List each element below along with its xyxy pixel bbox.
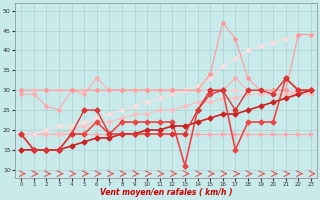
X-axis label: Vent moyen/en rafales ( km/h ): Vent moyen/en rafales ( km/h ) bbox=[100, 188, 232, 197]
